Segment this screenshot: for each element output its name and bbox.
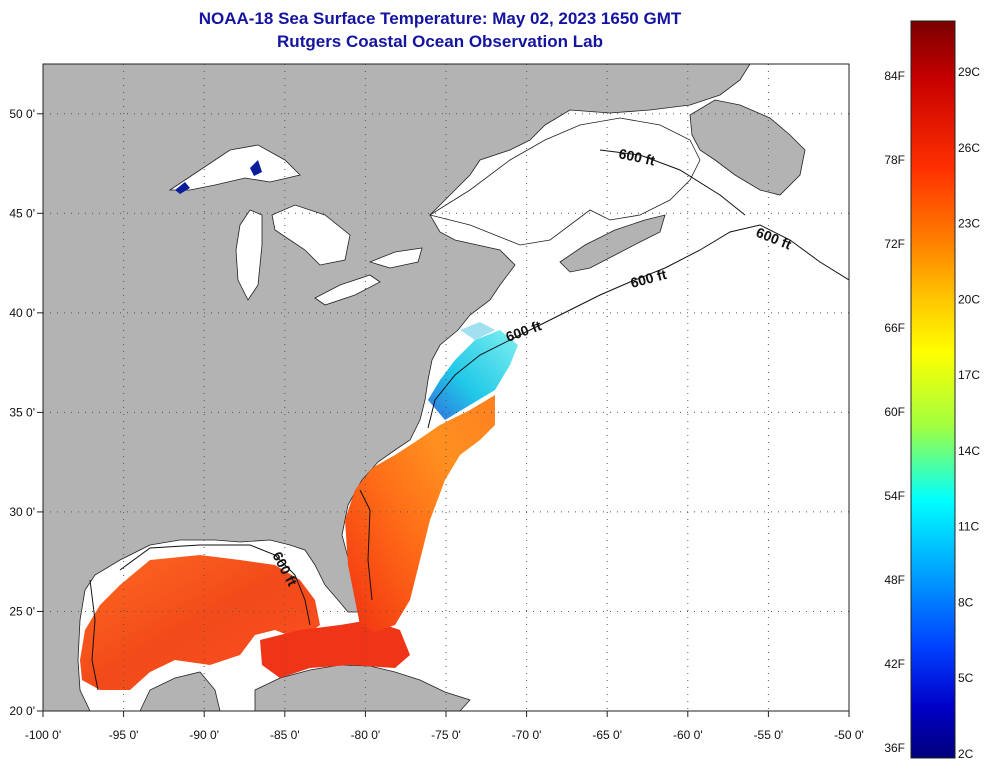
colorbar-fahrenheit-label: 36F — [884, 741, 905, 755]
isobath-600ft — [89, 149, 849, 691]
x-tick-label: -75 0' — [431, 728, 461, 742]
y-tick-label: 50 0' — [9, 107, 35, 121]
nova-scotia — [559, 214, 666, 273]
colorbar-celsius-label: 17C — [958, 368, 980, 382]
x-axis: -100 0' -95 0' -90 0' -85 0' -80 0' -75 0' -70… — [25, 711, 864, 742]
colorbar-celsius-label: 2C — [958, 747, 974, 761]
colorbar-fahrenheit-label: 66F — [884, 321, 905, 335]
sst-shelf-water — [428, 330, 518, 420]
x-tick-label: -60 0' — [673, 728, 703, 742]
colorbar-celsius-label: 11C — [958, 520, 979, 534]
newfoundland — [689, 99, 806, 196]
colorbar-fahrenheit-label: 78F — [884, 153, 905, 167]
x-tick-label: -50 0' — [834, 728, 864, 742]
y-tick-label: 25 0' — [9, 604, 35, 618]
colorbar-celsius-label: 23C — [958, 217, 980, 231]
sst-gulf-stream — [345, 395, 495, 632]
land-north-america — [43, 64, 751, 711]
lake-huron — [271, 204, 351, 266]
colorbar-celsius-label: 5C — [958, 671, 974, 685]
y-tick-label: 30 0' — [9, 505, 35, 519]
y-tick-label: 20 0' — [9, 704, 35, 718]
lake-michigan — [235, 209, 263, 301]
colorbar-celsius-label: 20C — [958, 292, 980, 306]
map-title: NOAA-18 Sea Surface Temperature: May 02,… — [198, 9, 682, 28]
x-tick-label: -70 0' — [512, 728, 542, 742]
lake-superior — [168, 144, 301, 191]
graticule — [43, 64, 849, 711]
y-tick-label: 40 0' — [9, 306, 35, 320]
colorbar-fahrenheit-label: 42F — [884, 657, 905, 671]
colorbar-fahrenheit-label: 54F — [884, 489, 905, 503]
colorbar-labels: 84F 78F 72F 66F 60F 54F 48F 42F 36F 29C 26C 23C 20C 1… — [884, 65, 980, 761]
colorbar-fahrenheit-label: 60F — [884, 405, 905, 419]
cuba — [254, 664, 471, 711]
isobath-label: 600 ft — [617, 145, 656, 168]
colorbar-celsius-label: 26C — [958, 141, 980, 155]
colorbar-fahrenheit-label: 84F — [884, 69, 905, 83]
lake-ontario — [368, 247, 423, 269]
x-tick-label: -65 0' — [592, 728, 622, 742]
x-tick-label: -80 0' — [351, 728, 381, 742]
sst-gulf-of-mexico — [80, 555, 320, 690]
gulf-st-lawrence — [428, 117, 701, 246]
yucatan — [139, 671, 221, 711]
colorbar-fahrenheit-label: 72F — [884, 237, 905, 251]
colorbar-celsius-label: 14C — [958, 444, 980, 458]
x-tick-label: -85 0' — [270, 728, 300, 742]
lake-erie — [314, 274, 381, 306]
colorbar-celsius-label: 8C — [958, 595, 974, 609]
x-tick-label: -100 0' — [25, 728, 61, 742]
colorbar-celsius-label: 29C — [958, 65, 980, 79]
colorbar — [910, 20, 956, 759]
x-tick-label: -95 0' — [109, 728, 139, 742]
y-tick-label: 35 0' — [9, 405, 35, 419]
x-tick-label: -90 0' — [189, 728, 219, 742]
x-tick-label: -55 0' — [754, 728, 784, 742]
y-axis: 50 0' 45 0' 40 0' 35 0' 30 0' 25 0' 20 0' — [9, 107, 43, 718]
y-tick-label: 45 0' — [9, 206, 35, 220]
map-subtitle: Rutgers Coastal Ocean Observation Lab — [277, 32, 603, 51]
colorbar-fahrenheit-label: 48F — [884, 573, 905, 587]
sst-florida-strait — [260, 620, 410, 678]
